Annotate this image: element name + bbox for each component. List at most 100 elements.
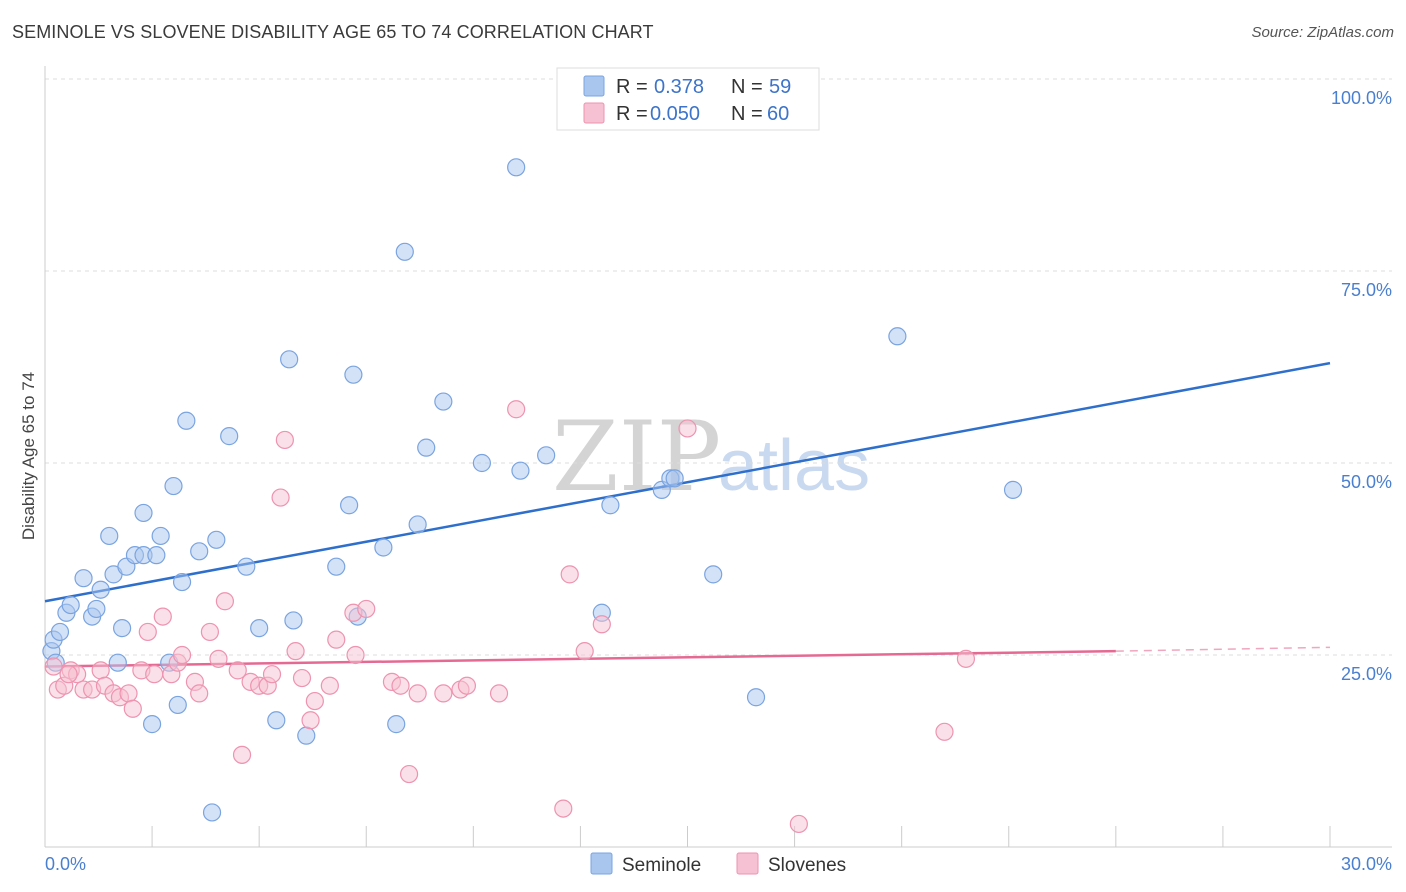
point-seminole: [177, 411, 196, 430]
point-seminole: [202, 803, 222, 822]
point-seminole: [327, 557, 346, 576]
point-seminole: [511, 461, 530, 480]
point-seminole: [387, 715, 406, 734]
point-slovenes: [457, 676, 477, 695]
point-slovenes: [262, 665, 282, 684]
axes: [44, 66, 1392, 848]
legend-r-value-2: 0.050: [650, 103, 700, 125]
point-slovenes: [59, 665, 78, 684]
point-seminole: [434, 392, 453, 411]
point-slovenes: [153, 607, 172, 626]
trend-line-seminole: [44, 361, 1331, 603]
point-slovenes: [232, 745, 252, 764]
point-seminole: [142, 715, 162, 734]
point-slovenes: [320, 676, 339, 695]
point-seminole: [601, 496, 620, 515]
point-slovenes: [301, 711, 320, 730]
point-seminole: [472, 453, 491, 473]
watermark-atlas: atlas: [718, 426, 870, 506]
point-slovenes: [346, 645, 365, 665]
point-slovenes: [434, 684, 453, 703]
point-seminole: [267, 711, 286, 730]
point-seminole: [220, 427, 239, 446]
point-seminole: [50, 622, 70, 642]
x-tick-label: 30.0%: [1341, 854, 1392, 874]
bottom-legend-seminole: Seminole: [622, 855, 701, 876]
point-seminole: [168, 695, 187, 715]
point-seminole: [374, 538, 393, 557]
point-seminole: [74, 569, 93, 588]
data-points: [42, 158, 1023, 834]
y-tick-label: 100.0%: [1331, 88, 1392, 108]
legend-r-label-2: R =: [616, 103, 648, 125]
legend-r-value-1: 0.378: [654, 76, 704, 98]
point-slovenes: [271, 488, 290, 507]
point-seminole: [164, 476, 183, 496]
point-seminole: [665, 469, 684, 488]
point-seminole: [284, 611, 303, 630]
point-slovenes: [292, 668, 312, 688]
tick-labels: 100.0% 75.0% 50.0% 25.0% 0.0% 30.0%: [45, 88, 1392, 874]
point-slovenes: [507, 400, 526, 419]
point-seminole: [151, 526, 170, 546]
point-slovenes: [145, 665, 164, 684]
y-axis-label: Disability Age 65 to 74: [19, 372, 38, 540]
point-slovenes: [275, 430, 294, 450]
point-seminole: [61, 595, 80, 615]
point-seminole: [704, 565, 723, 584]
trend-line-extension-slovenes: [1115, 646, 1331, 652]
point-seminole: [417, 438, 436, 457]
legend-swatch-slovenes: [583, 102, 605, 124]
legend-box: R = 0.378 N = 59 R = 0.050 N = 60: [556, 67, 820, 131]
point-slovenes: [228, 661, 247, 680]
point-seminole: [190, 542, 209, 561]
point-seminole: [297, 726, 316, 745]
point-slovenes: [327, 630, 346, 649]
point-slovenes: [286, 642, 305, 661]
point-slovenes: [357, 599, 376, 619]
bottom-legend-swatch-seminole: [590, 852, 613, 875]
point-slovenes: [200, 622, 220, 642]
point-seminole: [746, 688, 766, 707]
bottom-legend-swatch-slovenes: [736, 852, 759, 875]
point-seminole: [888, 327, 907, 346]
point-slovenes: [215, 592, 234, 611]
point-seminole: [87, 599, 106, 619]
point-slovenes: [91, 661, 110, 680]
point-seminole: [91, 580, 110, 599]
point-slovenes: [119, 684, 138, 703]
point-seminole: [1003, 480, 1023, 499]
point-seminole: [408, 515, 427, 534]
point-seminole: [507, 158, 526, 177]
point-slovenes: [789, 814, 808, 834]
point-slovenes: [305, 691, 324, 711]
point-slovenes: [935, 722, 954, 741]
point-slovenes: [138, 622, 157, 642]
point-slovenes: [44, 657, 63, 676]
legend-n-label-1: N =: [731, 76, 763, 98]
watermark-zip: ZIP: [552, 401, 721, 513]
point-seminole: [112, 619, 132, 638]
point-slovenes: [592, 615, 611, 634]
source-label: Source: ZipAtlas.com: [1251, 24, 1394, 41]
legend-n-label-2: N =: [731, 103, 763, 125]
point-seminole: [207, 530, 226, 549]
legend-n-value-2: 60: [767, 103, 789, 125]
point-slovenes: [575, 642, 594, 661]
legend-r-label-1: R =: [616, 76, 648, 98]
y-tick-label: 75.0%: [1341, 280, 1392, 300]
bottom-legend: Seminole Slovenes: [590, 852, 846, 876]
y-tick-label: 25.0%: [1341, 664, 1392, 684]
point-slovenes: [560, 565, 579, 584]
point-seminole: [280, 350, 299, 369]
point-seminole: [344, 365, 363, 384]
point-seminole: [340, 496, 359, 515]
point-slovenes: [678, 419, 697, 438]
point-slovenes: [408, 684, 427, 703]
point-seminole: [250, 619, 269, 638]
point-slovenes: [123, 699, 142, 718]
point-slovenes: [209, 649, 228, 668]
y-tick-label: 50.0%: [1341, 472, 1392, 492]
point-seminole: [108, 653, 127, 672]
